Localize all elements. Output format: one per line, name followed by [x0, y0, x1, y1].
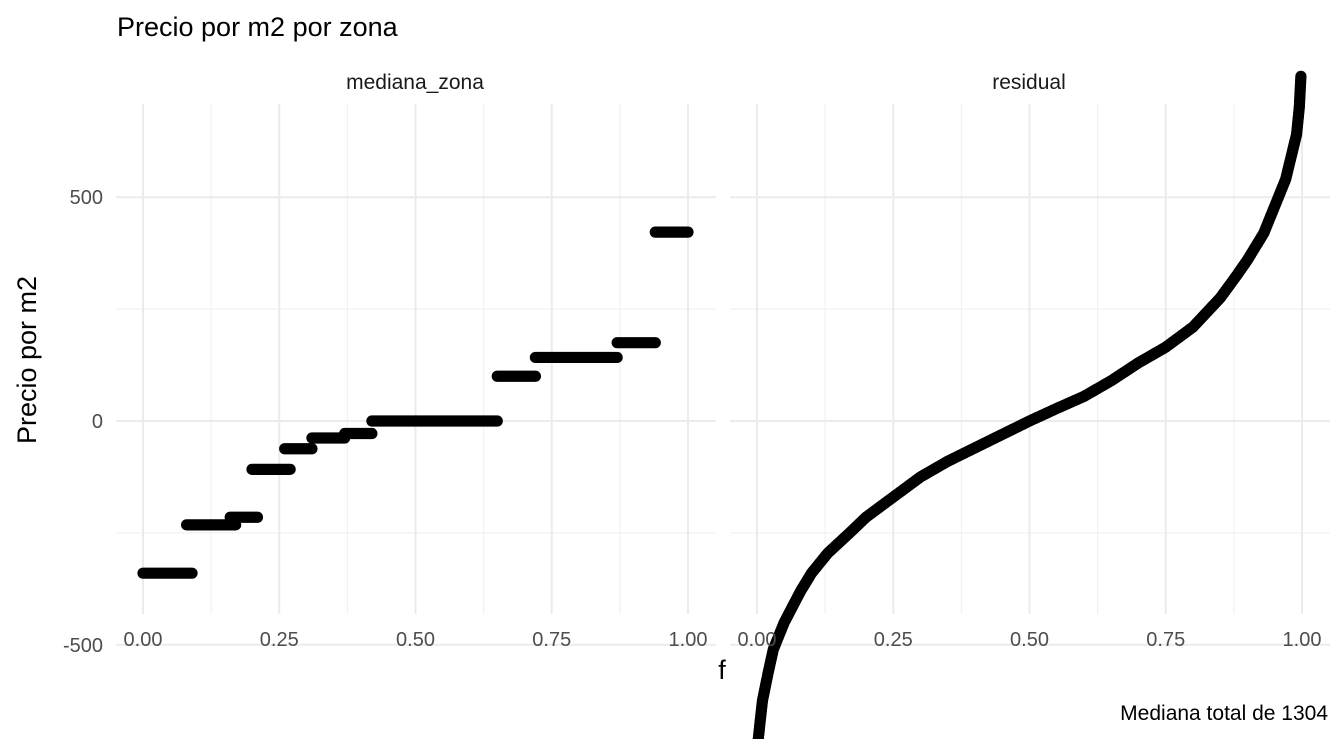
x-ticks-residual: 0.00 0.25 0.50 0.75 1.00 — [738, 629, 1322, 651]
caption: Mediana total de 1304 — [1120, 702, 1328, 725]
y-axis-title: Precio por m2 — [12, 276, 42, 444]
x-tick-label: 0.25 — [260, 629, 299, 651]
panel-residual: residual 0.00 0.25 0.50 0.75 1.00 — [730, 70, 1330, 739]
data-point — [1295, 70, 1307, 82]
y-tick-label: 500 — [70, 187, 103, 209]
x-tick-label: 0.25 — [874, 629, 913, 651]
points-residual — [752, 70, 1307, 739]
y-tick-label: -500 — [63, 635, 103, 657]
panel-mediana-zona: mediana_zona 0.00 0.25 0.50 0.75 1.00 — [116, 71, 716, 651]
x-axis-title: f — [718, 655, 726, 685]
x-tick-label: 1.00 — [1283, 629, 1322, 651]
x-tick-label: 0.00 — [124, 629, 163, 651]
x-tick-label: 0.50 — [396, 629, 435, 651]
x-ticks-mediana-zona: 0.00 0.25 0.50 0.75 1.00 — [124, 629, 708, 651]
chart-title: Precio por m2 por zona — [117, 12, 399, 42]
grid-residual — [730, 104, 1330, 646]
strip-label-mediana-zona: mediana_zona — [346, 71, 484, 94]
grid-mediana-zona — [116, 104, 716, 646]
x-tick-label: 0.75 — [1146, 629, 1185, 651]
y-ticks: -50005001000 — [63, 187, 103, 657]
x-tick-label: 0.75 — [532, 629, 571, 651]
points-mediana-zona — [137, 226, 694, 579]
strip-label-residual: residual — [992, 71, 1066, 94]
x-tick-label: 0.50 — [1010, 629, 1049, 651]
x-tick-label: 0.00 — [738, 629, 777, 651]
y-tick-label: 0 — [92, 411, 103, 433]
x-tick-label: 1.00 — [669, 629, 708, 651]
